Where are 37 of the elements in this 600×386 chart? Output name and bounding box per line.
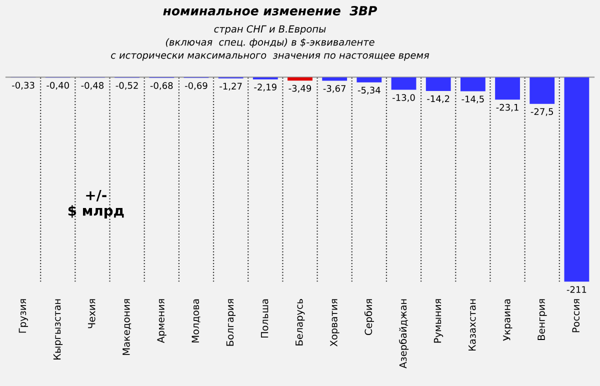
data-label: -27,5 [530, 108, 554, 116]
x-tick-label: Беларусь [296, 299, 305, 346]
x-tick-label: Азербайджан [398, 299, 409, 368]
x-tick-label: Кыргызстан [53, 299, 63, 360]
data-label: -0,52 [116, 82, 138, 90]
data-label: -3,67 [323, 85, 346, 93]
x-tick-label: Украина [503, 299, 512, 341]
data-label: -13,0 [392, 94, 415, 102]
data-label: -14,5 [462, 96, 484, 104]
data-label: -0,69 [185, 82, 208, 90]
x-tick-label: Венгрия [538, 299, 547, 340]
chart-subtitle: стран СНГ и В.Европы (включая спец. фонды) в $-эквиваленте с исторически максимального значения по настоящее время [111, 25, 430, 61]
x-tick-label: Молдова [192, 299, 200, 342]
x-tick-label: Чехия [88, 299, 96, 328]
data-label: -0,33 [12, 82, 34, 90]
x-tick-label: Сербия [364, 299, 374, 336]
data-label: -14,2 [427, 95, 450, 104]
data-label: -2,19 [254, 84, 276, 92]
data-label: -5,34 [358, 86, 380, 94]
x-tick-label: Болгария [226, 299, 236, 346]
x-tick-label: Хорватия [330, 299, 340, 346]
x-tick-label: Казахстан [468, 299, 476, 351]
x-tick-label: Македония [122, 299, 132, 355]
y-axis-title: +/- $ млрд [68, 190, 124, 219]
x-tick-label: Армения [157, 299, 166, 344]
data-label: -23,1 [496, 104, 518, 112]
chart-title: номинальное изменение ЗВР [163, 6, 378, 16]
data-label: -0,68 [150, 82, 173, 90]
data-label: -3,49 [288, 84, 312, 93]
x-tick-label: Польша [261, 299, 268, 338]
x-tick-label: Румыния [434, 299, 444, 343]
x-tick-label: Россия [572, 299, 580, 332]
data-label: -1,27 [220, 82, 242, 91]
data-label: -0,40 [46, 82, 69, 90]
x-tick-label: Грузия [18, 299, 28, 333]
data-label: -211 [566, 286, 586, 293]
data-label: -0,48 [81, 82, 104, 90]
